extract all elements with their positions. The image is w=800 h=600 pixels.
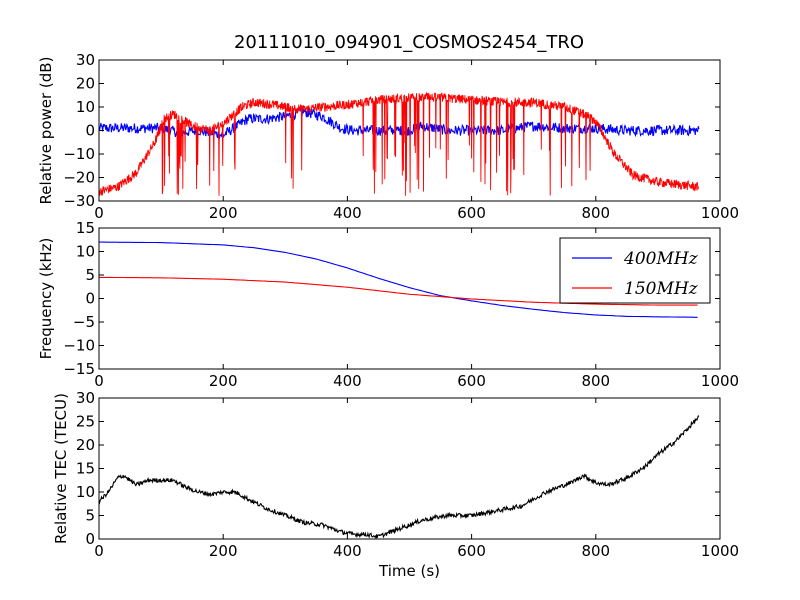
y-tick-label: −10 bbox=[63, 337, 95, 355]
y-tick-label: 10 bbox=[76, 483, 95, 501]
y-tick-label: −5 bbox=[73, 313, 95, 331]
y-tick-label: 30 bbox=[76, 389, 95, 407]
x-tick-label: 800 bbox=[581, 542, 610, 560]
y-tick-label: 10 bbox=[76, 243, 95, 261]
legend-label-400MHz: 400MHz bbox=[623, 249, 699, 269]
y-tick-label: −10 bbox=[63, 145, 95, 163]
y-tick-label: 20 bbox=[76, 436, 95, 454]
y-tick-label: 0 bbox=[85, 530, 95, 548]
x-tick-label: 0 bbox=[94, 372, 104, 390]
x-tick-label: 800 bbox=[581, 372, 610, 390]
subplot-3: 0 200 400 600 800 1000 30 25 20 15 10 5 0 Relative TE… bbox=[52, 389, 739, 580]
y-axis-label: Relative TEC (TECU) bbox=[52, 393, 70, 544]
y-axis-label: Relative power (dB) bbox=[37, 57, 55, 205]
y-tick-label: 30 bbox=[76, 51, 95, 69]
x-tick-label: 200 bbox=[209, 204, 238, 222]
x-tick-label: 1000 bbox=[701, 204, 739, 222]
legend-label-150MHz: 150MHz bbox=[624, 279, 699, 299]
series-line-2-2 bbox=[99, 276, 698, 306]
series-line-2-1 bbox=[99, 241, 698, 318]
y-axis-label: Frequency (kHz) bbox=[37, 238, 55, 360]
y-tick-label: 20 bbox=[76, 75, 95, 93]
x-tick-label: 600 bbox=[457, 372, 486, 390]
y-tick-label: −30 bbox=[63, 192, 95, 210]
y-tick-label: 5 bbox=[85, 266, 95, 284]
y-tick-label: 15 bbox=[76, 460, 95, 478]
x-tick-label: 400 bbox=[333, 542, 362, 560]
y-tick-label: 10 bbox=[76, 98, 95, 116]
subplot-1: 0 200 400 600 800 1000 30 20 10 0 −10 −20 −30 Relativ… bbox=[37, 51, 739, 222]
x-axis-label: Time (s) bbox=[378, 562, 440, 580]
x-tick-label: 400 bbox=[333, 372, 362, 390]
y-tick-label: −15 bbox=[63, 360, 95, 378]
x-tick-label: 0 bbox=[94, 204, 104, 222]
x-tick-label: 200 bbox=[209, 372, 238, 390]
legend: 400MHz 150MHz bbox=[559, 237, 711, 304]
series-line-3-1 bbox=[99, 414, 700, 539]
x-tick-label: 800 bbox=[581, 204, 610, 222]
chart-title: 20111010_094901_COSMOS2454_TRO bbox=[234, 32, 584, 53]
series-line-1-2 bbox=[99, 91, 699, 196]
x-tick-label: 200 bbox=[209, 542, 238, 560]
y-tick-label: 15 bbox=[76, 219, 95, 237]
y-tick-label: 0 bbox=[85, 122, 95, 140]
subplot-2: 0 200 400 600 800 1000 15 10 5 0 −5 −10 −15 Frequency… bbox=[37, 219, 739, 390]
x-tick-label: 1000 bbox=[701, 542, 739, 560]
y-tick-label: 25 bbox=[76, 413, 95, 431]
x-tick-label: 600 bbox=[457, 204, 486, 222]
x-tick-label: 1000 bbox=[701, 372, 739, 390]
x-tick-label: 600 bbox=[457, 542, 486, 560]
y-tick-label: 0 bbox=[85, 290, 95, 308]
y-tick-label: −20 bbox=[63, 169, 95, 187]
y-tick-label: 5 bbox=[85, 507, 95, 525]
x-tick-label: 0 bbox=[94, 542, 104, 560]
x-tick-label: 400 bbox=[333, 204, 362, 222]
